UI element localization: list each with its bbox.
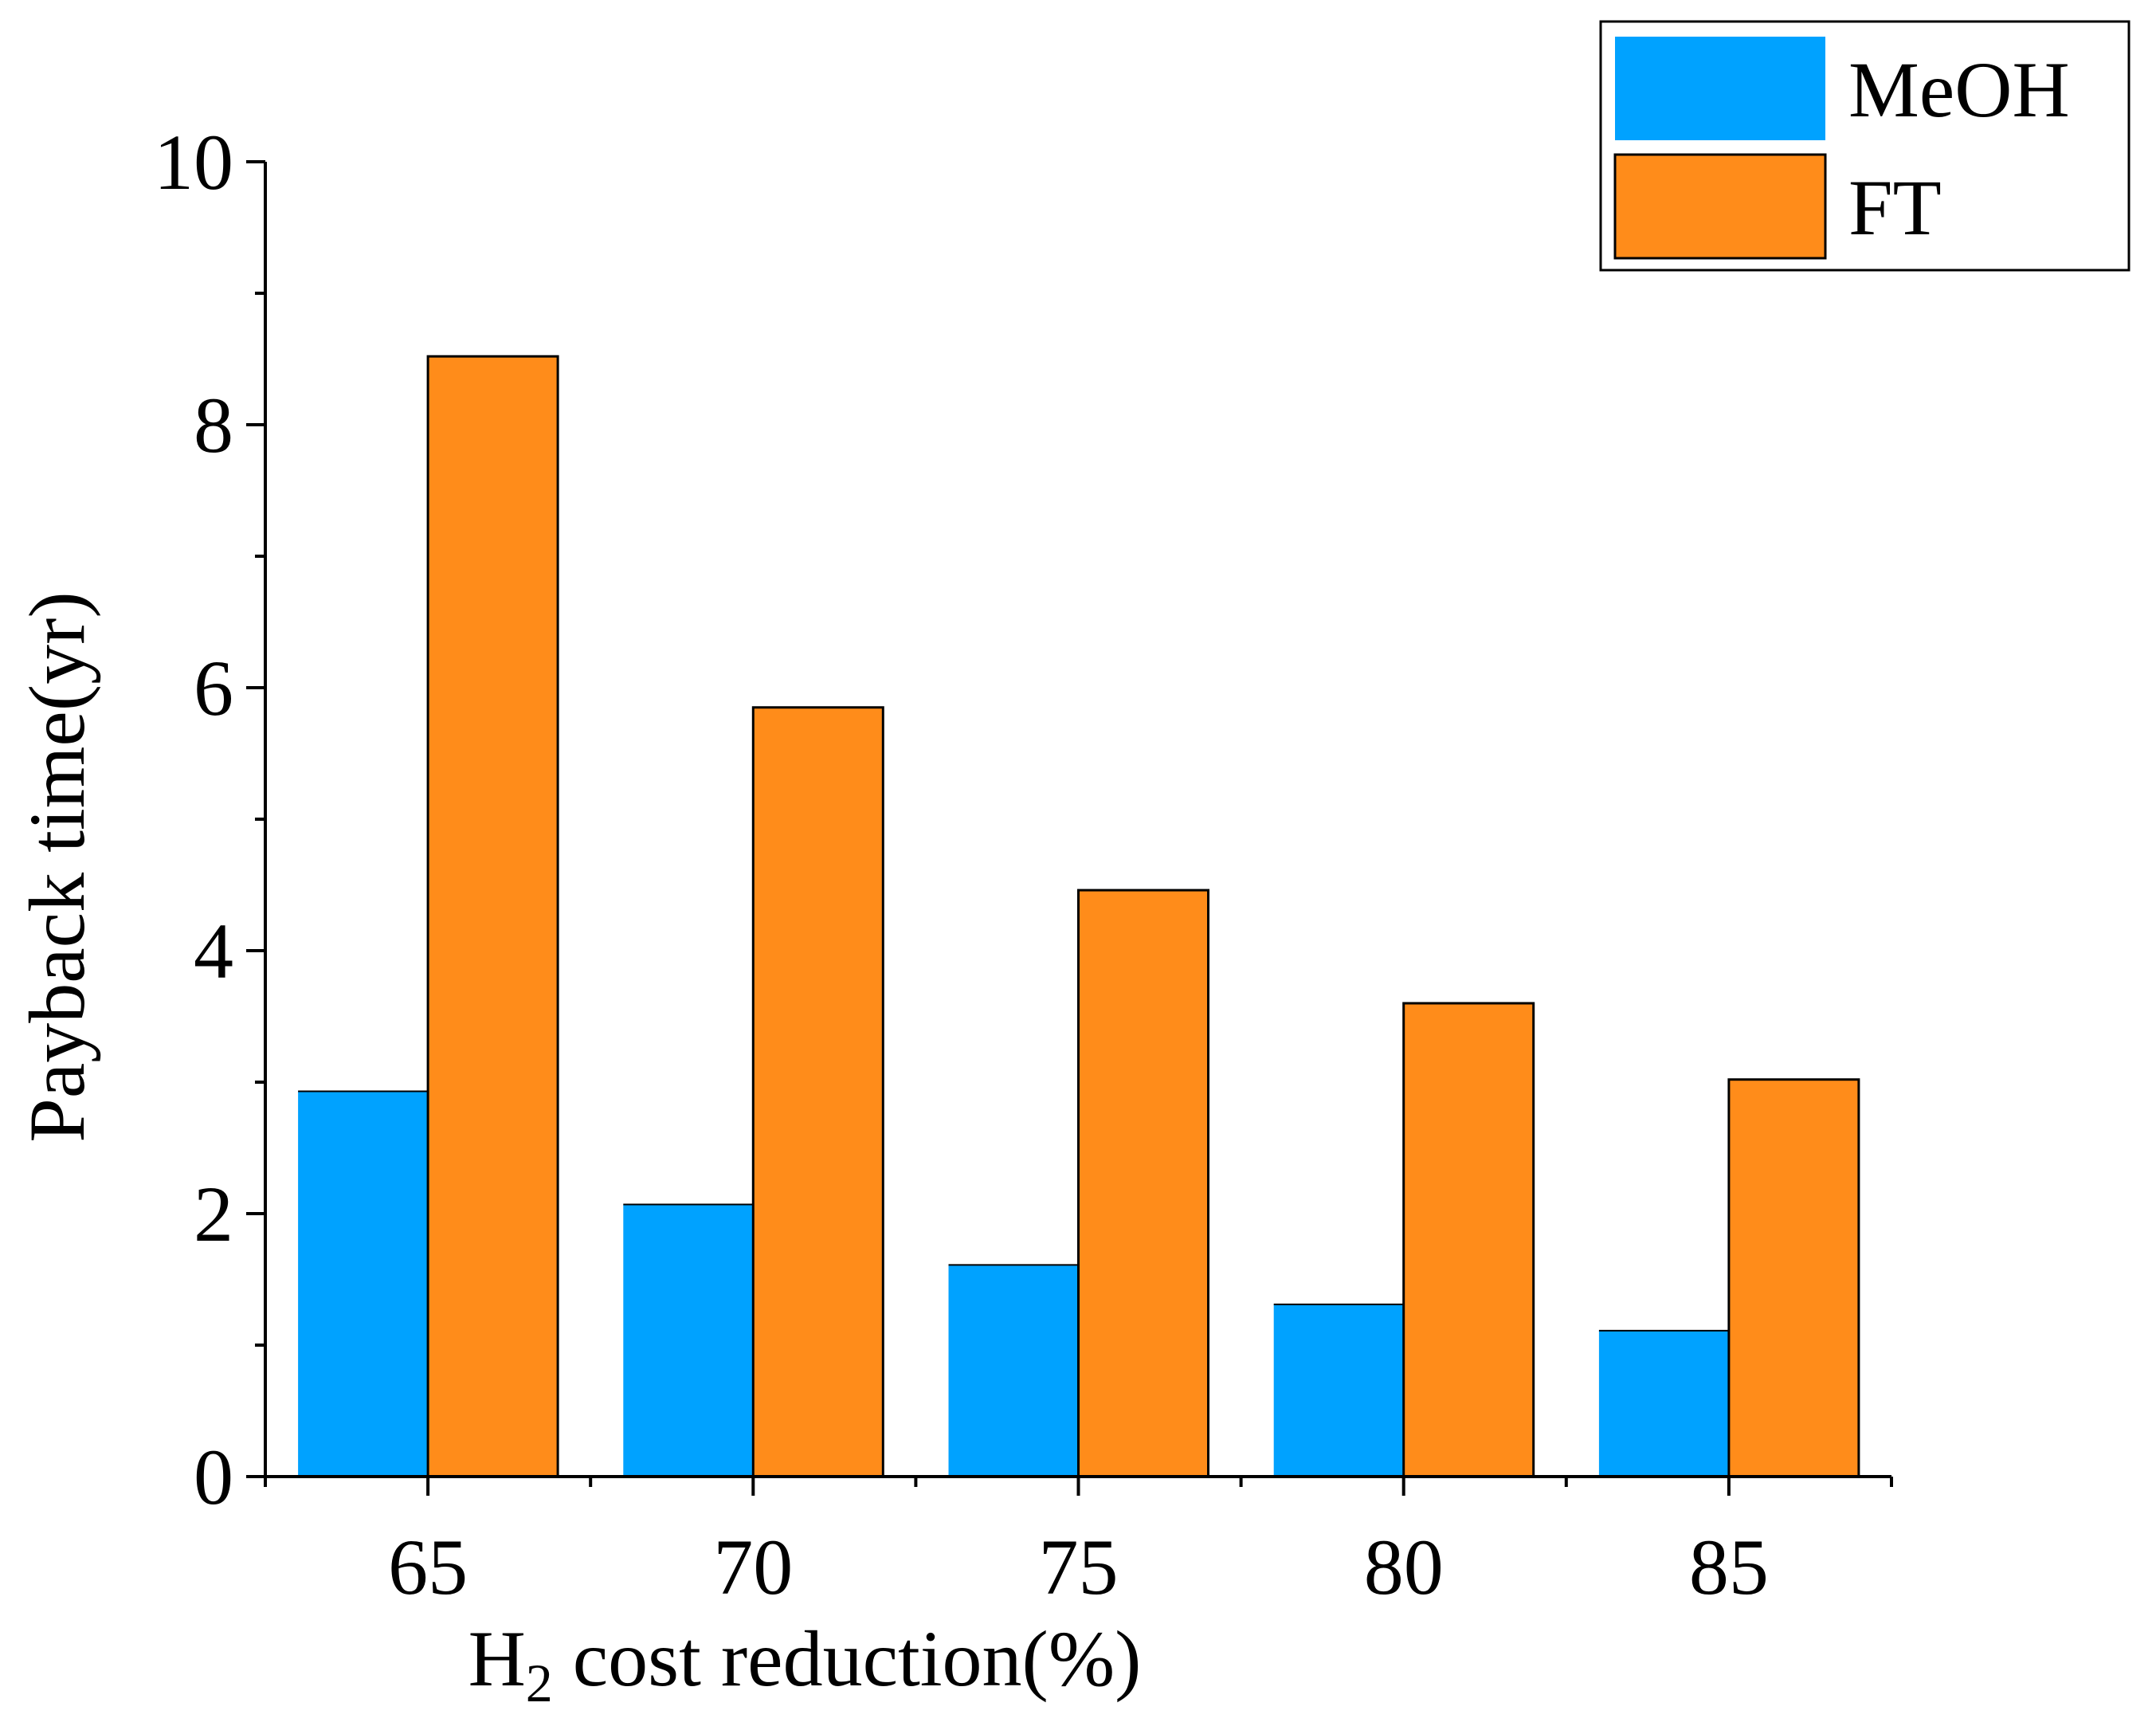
- bar-ft-70: [751, 706, 884, 1478]
- legend-label-meoh: MeOH: [1848, 45, 2070, 134]
- y-tick-label-8: 8: [194, 381, 233, 469]
- legend-label-ft: FT: [1848, 163, 1942, 252]
- bar-meoh-70: [623, 1204, 754, 1477]
- bar-ft-75: [1077, 889, 1209, 1478]
- axes-group: 0 2 4 6 8 10 65 70 75 80 85: [154, 118, 1893, 1611]
- x-tick-label-75: 75: [1039, 1523, 1119, 1611]
- bar-meoh-75: [948, 1265, 1079, 1477]
- x-axis-title-subscript: 2: [526, 1653, 553, 1713]
- legend-swatch-meoh: [1615, 37, 1825, 140]
- y-tick-label-10: 10: [154, 118, 233, 206]
- bar-meoh-85: [1598, 1330, 1729, 1477]
- x-tick-label-65: 65: [388, 1523, 468, 1611]
- x-tick-label-85: 85: [1689, 1523, 1769, 1611]
- x-tick-label-80: 80: [1364, 1523, 1444, 1611]
- bar-ft-80: [1402, 1002, 1535, 1478]
- x-axis-title: H2 cost reduction(%): [468, 1614, 1142, 1713]
- bar-ft-65: [426, 355, 559, 1478]
- y-tick-label-6: 6: [194, 644, 233, 732]
- bars-group: [298, 355, 1860, 1478]
- legend-swatch-ft: [1613, 153, 1827, 260]
- x-axis-title-suffix: cost reduction(%): [553, 1614, 1142, 1703]
- y-tick-label-2: 2: [194, 1170, 233, 1258]
- y-tick-label-0: 0: [194, 1433, 233, 1521]
- x-axis-title-prefix: H: [468, 1614, 526, 1703]
- bar-meoh-80: [1273, 1304, 1404, 1477]
- x-tick-label-70: 70: [713, 1523, 793, 1611]
- legend: MeOH FT: [1599, 20, 2131, 272]
- y-tick-label-4: 4: [194, 907, 233, 995]
- bar-meoh-65: [298, 1091, 429, 1477]
- bar-ft-85: [1727, 1078, 1860, 1478]
- y-axis-title: Payback time(yr): [13, 591, 101, 1142]
